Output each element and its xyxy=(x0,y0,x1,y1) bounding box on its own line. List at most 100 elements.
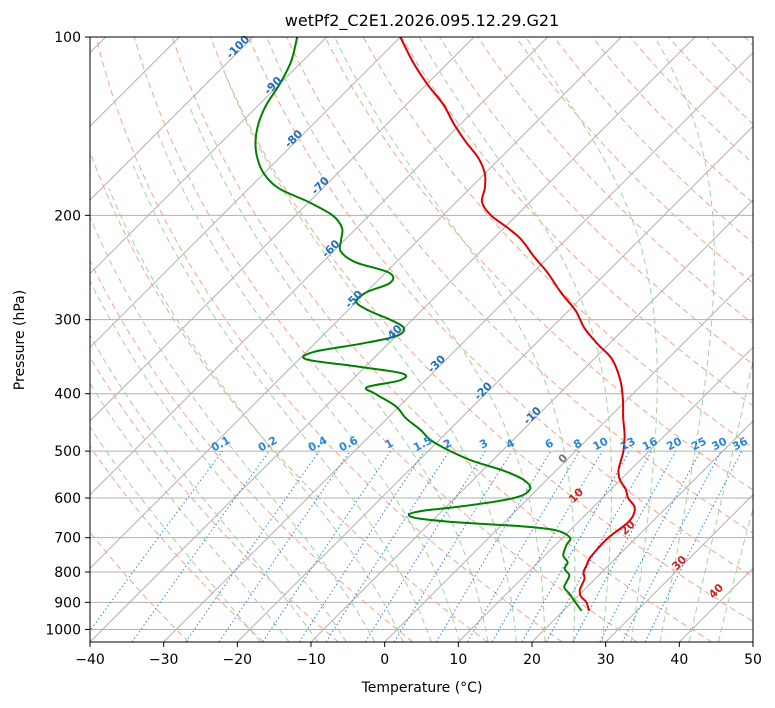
isotherm-line xyxy=(236,125,753,642)
mixing-ratio-line xyxy=(644,450,743,642)
moist-adiabat xyxy=(132,165,432,642)
y-tick-label: 200 xyxy=(54,208,81,224)
dry-adiabat xyxy=(744,37,753,47)
y-tick-label: 700 xyxy=(54,531,81,547)
mixing-ratio-label: 10 xyxy=(591,434,611,453)
mixing-ratio-line xyxy=(599,450,701,642)
dry-adiabat xyxy=(90,445,264,642)
mixing-ratio-line xyxy=(572,450,677,642)
x-tick-label: 20 xyxy=(523,652,541,668)
isotherm-line xyxy=(384,272,753,642)
mixing-ratio-label: 2 xyxy=(441,436,454,451)
mixing-ratio-label: 6 xyxy=(543,436,556,451)
y-tick-label: 600 xyxy=(54,491,81,507)
moist-adiabat xyxy=(90,382,290,642)
temperature-line xyxy=(399,37,636,612)
moist-adiabat xyxy=(108,188,404,642)
mixing-ratio-label: 25 xyxy=(689,435,709,454)
mixing-ratio-label: 36 xyxy=(730,435,750,454)
x-tick-label: 0 xyxy=(380,652,389,668)
moist-adiabat xyxy=(90,215,376,642)
background-lines xyxy=(90,37,753,642)
mixing-ratio-label: 20 xyxy=(664,434,684,453)
isotherm-line xyxy=(90,37,549,496)
isotherm-line xyxy=(531,420,753,642)
mixing-ratio-line xyxy=(298,450,425,642)
dry-adiabat xyxy=(90,259,414,642)
y-tick-label: 100 xyxy=(54,30,81,46)
moist-adiabat xyxy=(90,334,319,642)
mixing-ratio-line xyxy=(393,450,513,642)
isotherm-label: -60 xyxy=(319,237,342,260)
dry-adiabat xyxy=(668,37,753,125)
profile-lines xyxy=(254,37,636,612)
x-tick-label: 30 xyxy=(597,652,615,668)
moist-adiabat xyxy=(688,358,753,642)
moist-adiabat xyxy=(717,506,753,642)
isotherm-line xyxy=(90,37,696,642)
y-tick-label: 500 xyxy=(54,444,81,460)
dewpoint-line xyxy=(254,37,583,612)
isotherm-label: -30 xyxy=(425,352,448,375)
dry-adiabat xyxy=(706,37,753,86)
y-tick-label: 900 xyxy=(54,595,81,611)
mixing-ratio-line xyxy=(185,450,320,642)
y-tick-label: 300 xyxy=(54,313,81,329)
moist-adiabat xyxy=(266,37,546,642)
moist-adiabat xyxy=(654,37,715,642)
isotherm-line xyxy=(90,37,622,570)
isotherm-line xyxy=(457,346,753,642)
mixing-ratio-line xyxy=(435,450,552,642)
dry-adiabat xyxy=(324,37,753,491)
isotherm-line xyxy=(90,37,328,275)
isotherm-line xyxy=(678,567,753,642)
isotherm-line xyxy=(90,37,475,422)
dry-adiabat xyxy=(95,37,563,642)
y-tick-label: 400 xyxy=(54,387,81,403)
mixing-ratio-line xyxy=(131,450,270,642)
moist-adiabat xyxy=(418,37,613,642)
dry-adiabat xyxy=(591,37,753,204)
isotherm-label: -80 xyxy=(282,127,305,150)
mixing-ratio-line xyxy=(521,450,630,642)
moist-adiabat xyxy=(525,37,658,642)
isotherm-label: -90 xyxy=(261,74,284,97)
mixing-ratio-line xyxy=(262,450,392,642)
x-axis: −40 −30 −20 −10 0 10 20 30 40 50 xyxy=(75,642,762,668)
x-tick-label: 40 xyxy=(670,652,688,668)
x-tick-label: 10 xyxy=(449,652,467,668)
isotherm-label: -70 xyxy=(309,174,332,197)
y-tick-label: 800 xyxy=(54,565,81,581)
y-axis-title: Pressure (hPa) xyxy=(12,290,28,390)
mixing-ratio-label: 13 xyxy=(618,435,638,454)
mixing-ratio-label: 30 xyxy=(710,435,730,454)
moist-adiabat xyxy=(188,104,489,642)
dry-adiabat xyxy=(515,37,753,284)
y-tick-label: 1000 xyxy=(45,622,81,638)
dry-adiabat xyxy=(286,37,753,534)
dry-adiabat xyxy=(477,37,753,325)
mixing-ratio-line xyxy=(325,450,450,642)
x-tick-label: −40 xyxy=(75,652,105,668)
chart-title: wetPf2_C2E1.2026.095.12.29.G21 xyxy=(285,11,559,31)
moist-adiabat-label: 20 xyxy=(618,517,638,537)
y-axis: 1000 900 800 700 600 500 400 300 200 100 xyxy=(45,30,90,638)
dry-adiabat xyxy=(248,37,753,578)
mixing-ratio-line xyxy=(90,450,223,632)
x-tick-label: −20 xyxy=(223,652,253,668)
isotherm-line xyxy=(90,37,254,201)
mixing-ratio-line xyxy=(218,450,351,642)
moist-adiabat xyxy=(90,279,347,642)
isotherm-line xyxy=(90,37,401,349)
x-axis-title: Temperature (°C) xyxy=(361,680,483,696)
x-tick-label: −30 xyxy=(149,652,179,668)
mixing-ratio-label: 4 xyxy=(504,436,517,451)
dry-adiabat xyxy=(210,37,753,623)
dry-adiabat xyxy=(171,37,712,642)
isotherm-line xyxy=(163,51,753,642)
dry-adiabat xyxy=(90,531,190,642)
isotherm-line xyxy=(752,641,753,642)
plot-frame xyxy=(89,36,754,643)
dry-adiabat xyxy=(90,150,488,642)
